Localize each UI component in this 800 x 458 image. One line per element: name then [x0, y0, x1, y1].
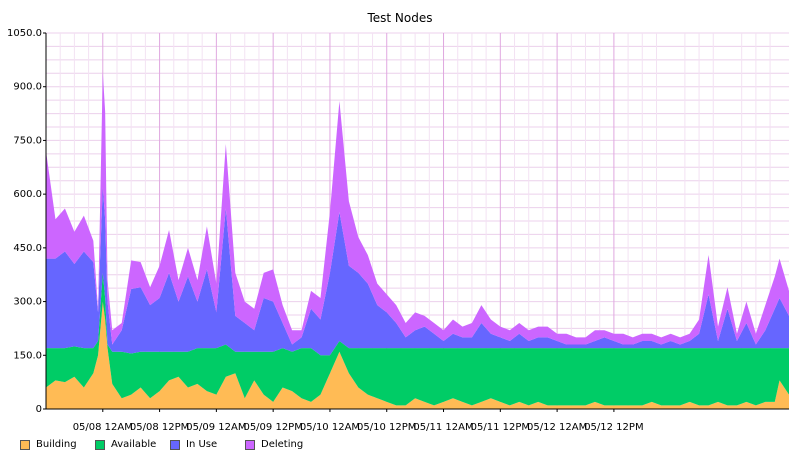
y-tick-label: 150.0	[13, 350, 42, 361]
chart: Test Nodes 0 150.0 300.0 450.0 600.0 750.0 900…	[7, 11, 789, 433]
legend-label-available: Available	[111, 439, 157, 450]
area-in-use	[46, 186, 789, 356]
area-available	[46, 272, 789, 406]
chart-title: Test Nodes	[366, 11, 432, 25]
x-tick-label: 05/09 12AM	[186, 422, 246, 433]
legend-item-available: Available	[95, 439, 156, 450]
y-tick-label: 0	[36, 404, 42, 415]
legend-swatch-in-use	[170, 439, 180, 450]
x-tick-label: 05/09 12PM	[243, 422, 302, 433]
legend-item-in-use: In Use	[170, 439, 217, 450]
legend-item-building: Building	[20, 439, 77, 450]
y-tick-label: 600.0	[13, 189, 42, 200]
legend-label-in-use: In Use	[186, 439, 218, 450]
legend-swatch-building	[20, 439, 30, 450]
x-tick-label: 05/08 12AM	[73, 422, 133, 433]
area-series	[46, 72, 789, 409]
area-deleting	[46, 72, 789, 345]
x-tick-label: 05/10 12PM	[357, 422, 416, 433]
legend-swatch-deleting	[245, 439, 255, 450]
legend-label-building: Building	[36, 439, 77, 450]
y-tick-label: 750.0	[13, 135, 42, 146]
y-tick-label: 1050.0	[7, 28, 42, 39]
x-tick-label: 05/12 12AM	[527, 422, 587, 433]
y-tick-label: 300.0	[13, 297, 42, 308]
x-tick-label: 05/11 12PM	[471, 422, 530, 433]
legend: Building Available In Use Deleting	[0, 436, 800, 458]
x-tick-label: 05/12 12PM	[584, 422, 643, 433]
y-tick-label: 900.0	[13, 82, 42, 93]
x-tick-label: 05/08 12PM	[130, 422, 189, 433]
axes	[45, 33, 789, 410]
y-axis-ticks: 0 150.0 300.0 450.0 600.0 750.0 900.0 1050.0	[7, 28, 46, 415]
x-tick-label: 05/11 12AM	[413, 422, 473, 433]
x-tick-label: 05/10 12AM	[300, 422, 360, 433]
legend-item-deleting: Deleting	[245, 439, 303, 450]
area-building	[46, 301, 789, 409]
legend-swatch-available	[95, 439, 105, 450]
legend-label-deleting: Deleting	[261, 439, 304, 450]
y-tick-label: 450.0	[13, 243, 42, 254]
